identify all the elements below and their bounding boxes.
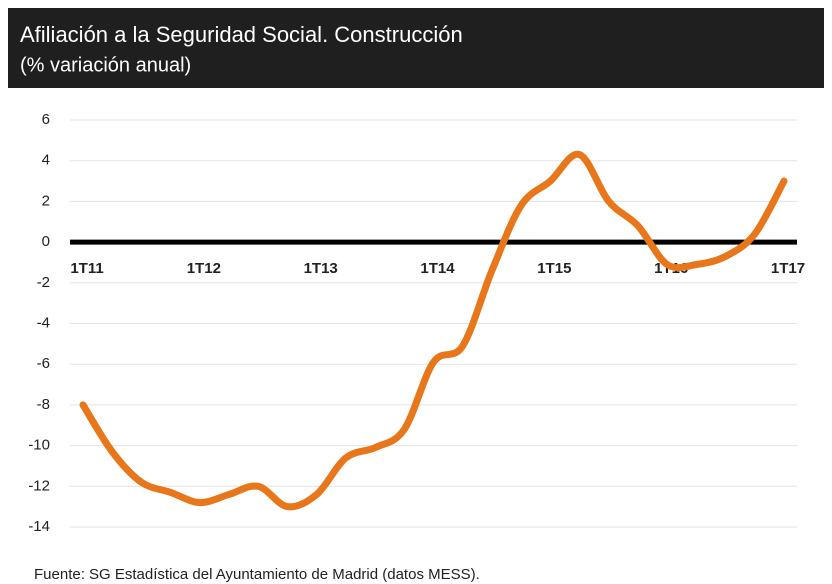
data-line [79, 150, 788, 511]
header-background [8, 8, 824, 88]
x-tick-label: 1T14 [420, 260, 455, 277]
y-tick-label: -4 [37, 314, 50, 331]
y-tick-label: 6 [42, 111, 50, 128]
y-tick-label: -10 [28, 437, 50, 454]
chart-subtitle: (% variación anual) [20, 54, 191, 76]
y-tick-label: 4 [42, 152, 50, 169]
y-tick-label: -2 [37, 274, 50, 291]
chart-title: Afiliación a la Seguridad Social. Constr… [20, 22, 463, 47]
y-tick-label: 0 [42, 233, 50, 250]
source-note: Fuente: SG Estadística del Ayuntamiento … [34, 566, 480, 583]
x-tick-label: 1T15 [537, 260, 571, 277]
x-tick-label: 1T11 [70, 260, 103, 277]
x-tick-label: 1T13 [304, 260, 338, 277]
y-tick-label: -8 [37, 396, 50, 413]
y-tick-label: -12 [28, 477, 50, 494]
y-tick-label: -14 [28, 518, 50, 535]
y-tick-label: 2 [42, 192, 50, 209]
y-tick-label: -6 [37, 355, 50, 372]
x-tick-label: 1T12 [187, 260, 221, 277]
x-tick-label: 1T17 [771, 260, 805, 277]
